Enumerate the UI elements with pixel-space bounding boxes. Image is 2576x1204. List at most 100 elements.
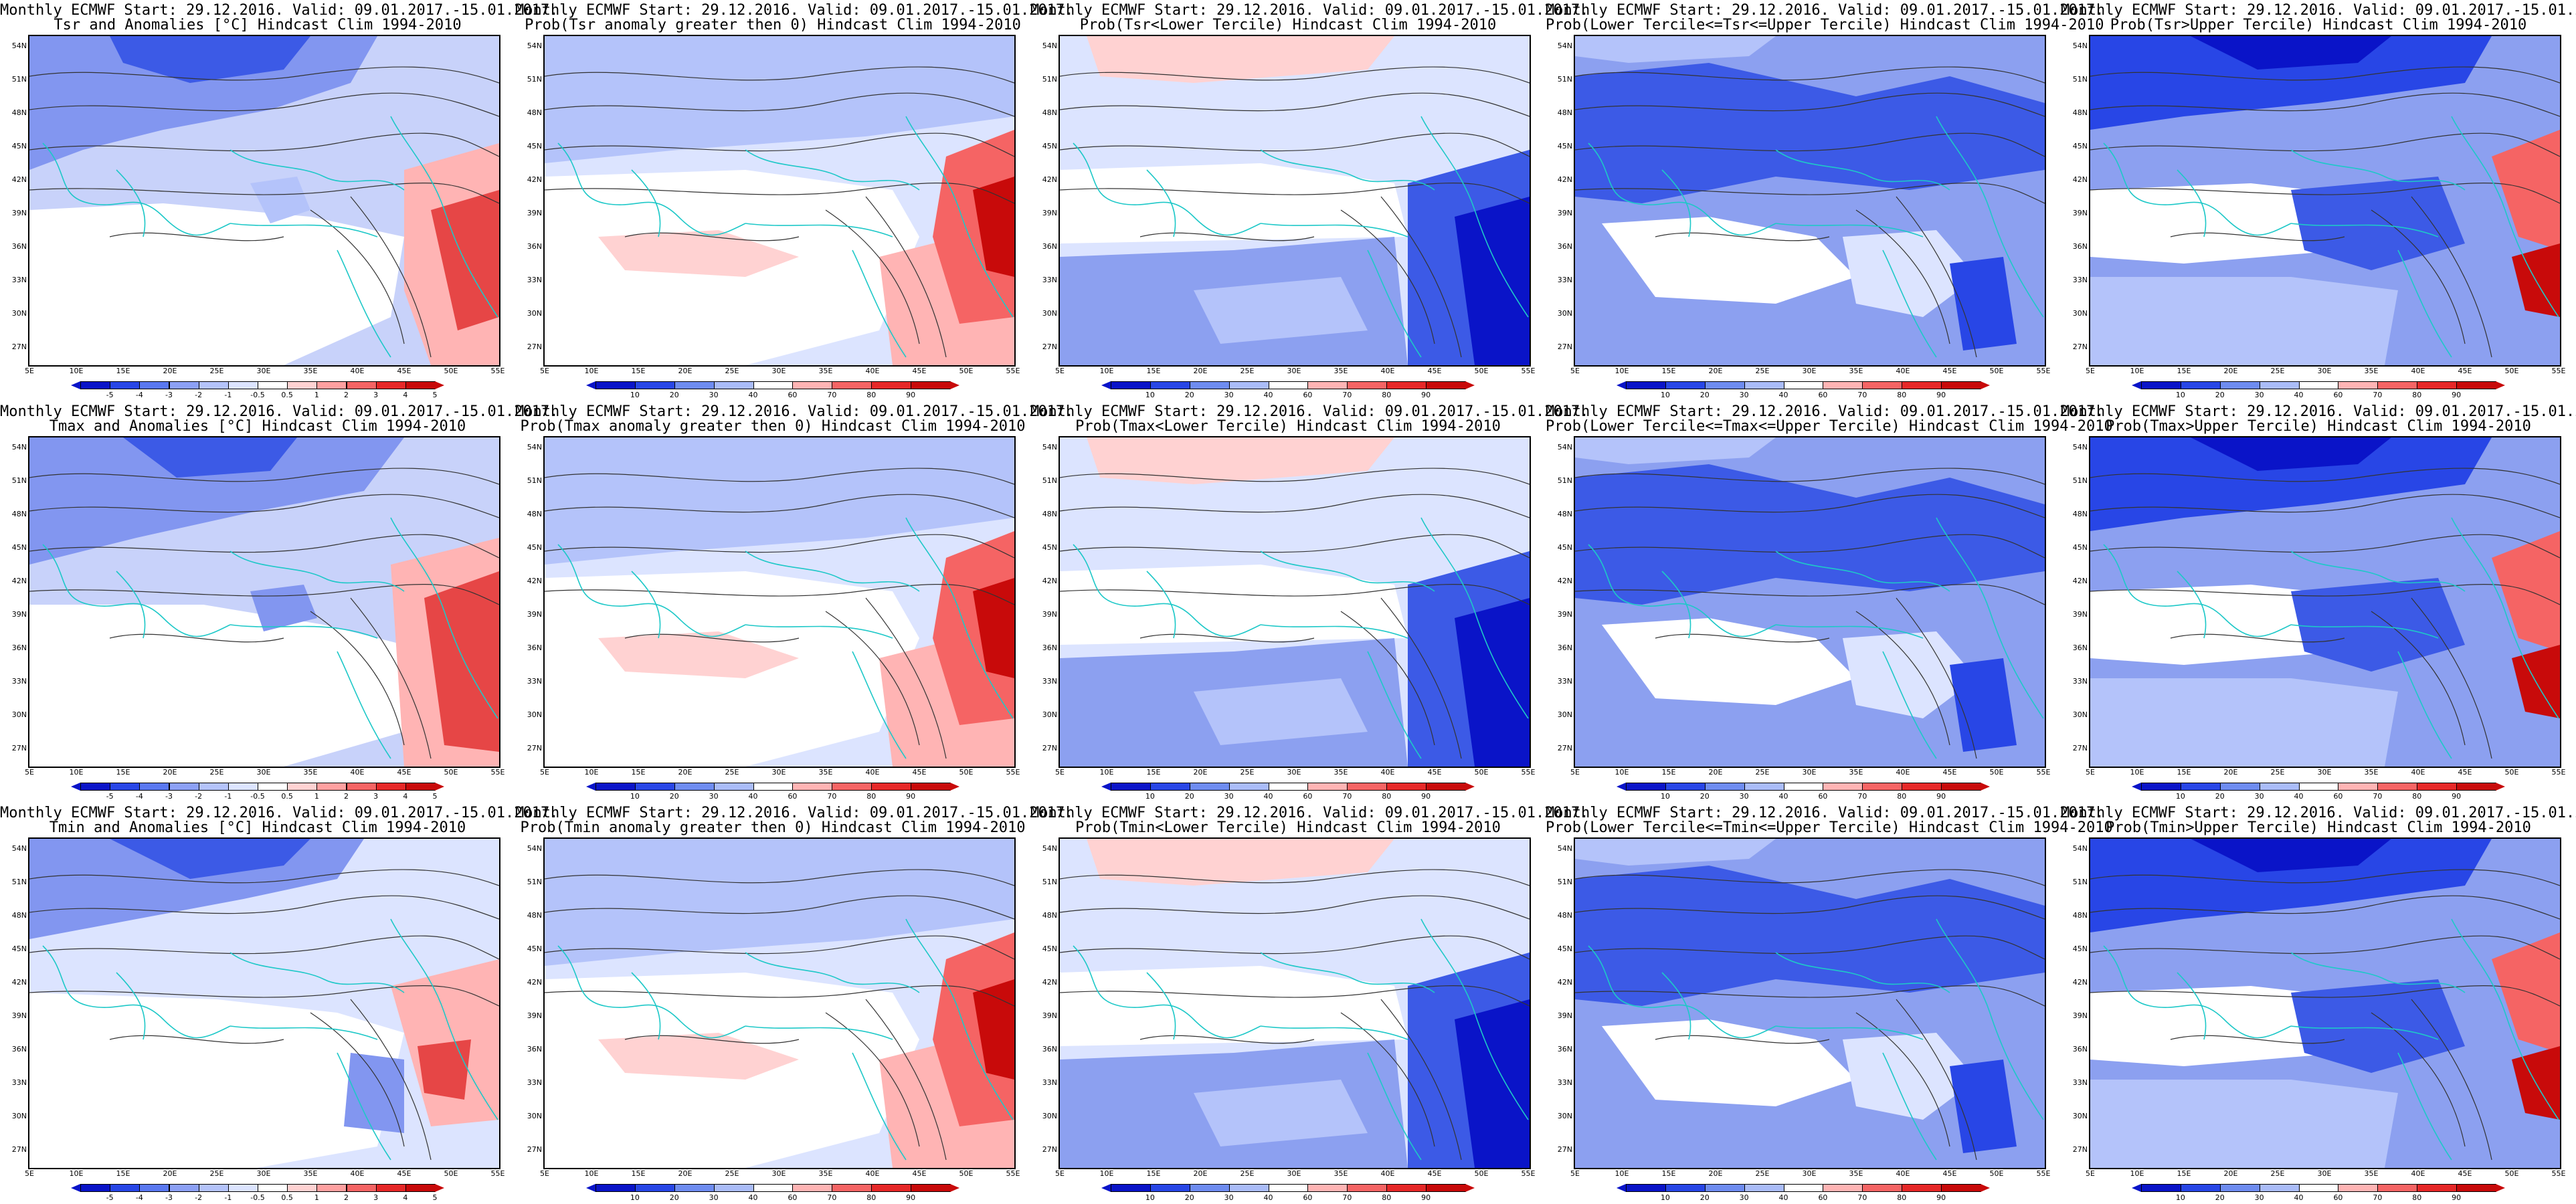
map-panel: Monthly ECMWF Start: 29.12.2016. Valid: … [1030, 0, 1588, 401]
longitude-label: 40E [1380, 768, 1395, 777]
colorbar-segment [1704, 381, 1745, 389]
colorbar-label: 30 [1224, 1193, 1234, 1202]
shaded-region [1575, 63, 2045, 203]
colorbar-segment [753, 783, 794, 791]
latitude-label: 33N [11, 1078, 27, 1087]
longitude-label: 10E [69, 367, 84, 375]
longitude-label: 25E [209, 1169, 224, 1178]
map-fill-svg [1575, 36, 2045, 365]
panel-title-line2: Prob(Lower Tercile<=Tmin<=Upper Tercile)… [1546, 819, 2113, 836]
shaded-region [1060, 966, 1408, 1046]
colorbar-segment [1941, 381, 1981, 389]
panel-title-line2: Prob(Lower Tercile<=Tsr<=Upper Tercile) … [1546, 17, 2104, 33]
colorbar-label: 90 [906, 391, 916, 399]
shaded-region [933, 130, 1014, 324]
colorbar-left-arrow [2132, 381, 2141, 389]
longitude-label: 55E [2551, 367, 2566, 375]
longitude-label: 30E [256, 367, 271, 375]
longitude-label: 25E [1755, 768, 1770, 777]
colorbar-label: 40 [1263, 391, 1273, 399]
colorbar-label: 70 [827, 792, 837, 801]
longitude-label: 40E [2411, 768, 2425, 777]
longitude-label: 40E [2411, 1169, 2425, 1178]
colorbar-label: 60 [2333, 391, 2343, 399]
longitude-label: 10E [69, 768, 84, 777]
panel-title-line2: Tmin and Anomalies [°C] Hindcast Clim 19… [49, 819, 466, 836]
longitude-label: 45E [1942, 367, 1957, 375]
colorbar-label: 20 [1699, 1193, 1710, 1202]
latitude-label: 51N [1042, 476, 1057, 485]
shaded-region [2291, 979, 2465, 1073]
longitude-label: 50E [1989, 367, 2004, 375]
longitude-label: 15E [116, 367, 130, 375]
map-area [28, 35, 500, 367]
longitude-label: 45E [912, 367, 927, 375]
colorbar-label: 80 [1897, 792, 1907, 801]
shaded-region [1602, 618, 1856, 705]
colorbar-segment [1626, 783, 1666, 791]
colorbar-label: 5 [432, 792, 438, 801]
latitude-label: 42N [11, 978, 27, 987]
map-area [1574, 837, 2046, 1169]
colorbar-segment [198, 1184, 229, 1192]
colorbar-segment [2219, 381, 2260, 389]
longitude-label: 30E [256, 1169, 271, 1178]
latitude-label: 54N [11, 41, 27, 50]
colorbar-label: 60 [1303, 1193, 1313, 1202]
shaded-region [29, 605, 404, 767]
latitude-label: 36N [2072, 1045, 2088, 1054]
colorbar-segment [1862, 381, 1903, 389]
colorbar-segment [346, 1184, 377, 1192]
colorbar-label: 5 [432, 1193, 438, 1202]
colorbar-label: 70 [2373, 391, 2383, 399]
shaded-region [598, 1033, 799, 1080]
map-fill-svg [545, 839, 1014, 1168]
longitude-label: 35E [1333, 367, 1348, 375]
latitude-label: 30N [2072, 309, 2088, 318]
map-panel: Monthly ECMWF Start: 29.12.2016. Valid: … [2061, 803, 2576, 1204]
longitude-label: 40E [865, 1169, 880, 1178]
colorbar-segment [2417, 783, 2458, 791]
latitude-label: 42N [1042, 577, 1057, 585]
colorbar-right-arrow [1981, 381, 1990, 389]
longitude-label: 20E [2223, 367, 2238, 375]
colorbar-left-arrow [2132, 1184, 2141, 1192]
longitude-label: 20E [1708, 367, 1723, 375]
colorbar-segment [1386, 783, 1427, 791]
colorbar-segment [1704, 783, 1745, 791]
shaded-region [2090, 1080, 2398, 1168]
colorbar-segment [1268, 1184, 1309, 1192]
latitude-label: 54N [1042, 844, 1057, 853]
panel-title-line1: Monthly ECMWF Start: 29.12.2016. Valid: … [515, 2, 1074, 19]
map-area [1574, 436, 2046, 768]
longitude-label: 30E [1802, 768, 1817, 777]
colorbar-label: 90 [1421, 792, 1431, 801]
colorbar-left-arrow [2132, 783, 2141, 791]
latitude-label: 42N [1042, 175, 1057, 184]
latitude-label: 36N [11, 1045, 27, 1054]
shaded-region [1194, 277, 1368, 344]
colorbar-left-arrow [71, 783, 80, 791]
longitude-label: 20E [678, 367, 693, 375]
shaded-region [973, 979, 1014, 1080]
colorbar-segment [2180, 381, 2221, 389]
colorbar-label: -3 [165, 792, 173, 801]
colorbar-segment [1704, 1184, 1745, 1192]
longitude-label: 20E [2223, 768, 2238, 777]
longitude-label: 45E [2458, 367, 2472, 375]
shaded-region [110, 36, 310, 83]
longitude-label: 45E [397, 768, 411, 777]
longitude-label: 45E [1942, 768, 1957, 777]
map-fill-svg [29, 36, 499, 365]
colorbar-segment [1783, 1184, 1824, 1192]
colorbar-segment [1744, 1184, 1784, 1192]
colorbar-label: -4 [135, 792, 143, 801]
latitude-label: 36N [2072, 643, 2088, 652]
map-fill-svg [1575, 839, 2045, 1168]
shaded-region [344, 1053, 404, 1133]
longitude-label: 55E [2036, 768, 2051, 777]
longitude-label: 15E [116, 768, 130, 777]
latitude-label: 48N [1042, 911, 1057, 920]
latitude-label: 39N [2072, 209, 2088, 217]
map-panel: Monthly ECMWF Start: 29.12.2016. Valid: … [1030, 401, 1588, 803]
